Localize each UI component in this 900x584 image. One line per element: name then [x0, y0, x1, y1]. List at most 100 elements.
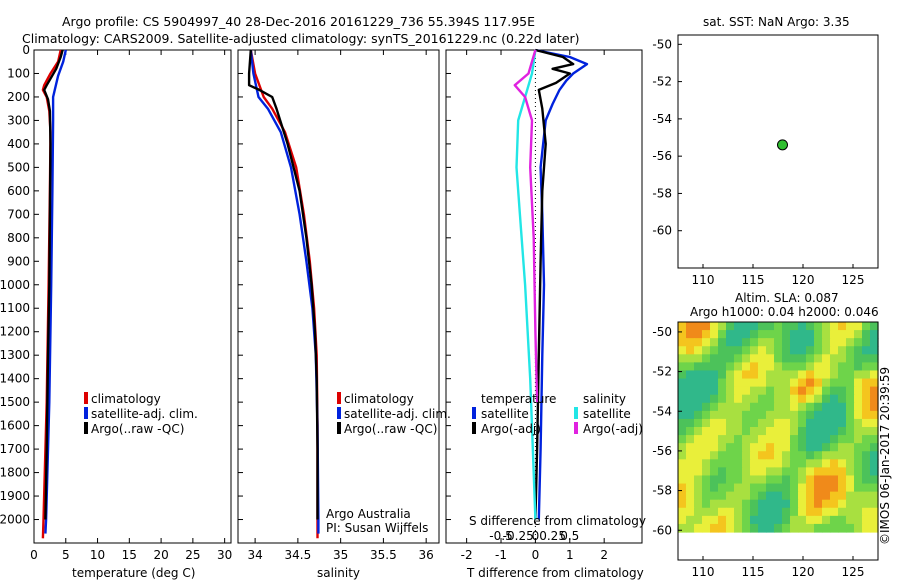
sla-cell [726, 443, 735, 452]
y-tick-label: -58 [652, 484, 672, 498]
sla-cell [830, 338, 839, 347]
y-tick-label: 1500 [0, 395, 30, 409]
sla-cell [814, 507, 823, 517]
sla-cell [822, 507, 831, 517]
sla-cell [854, 499, 863, 509]
sla-cell [742, 402, 751, 412]
sla-cell [806, 370, 815, 380]
sla-cell [726, 515, 735, 525]
sla-cell [830, 467, 839, 477]
sla-cell [782, 338, 791, 347]
sla-cell [742, 475, 751, 485]
sla-cell [830, 435, 839, 444]
x-tick-label: -1 [495, 548, 507, 562]
sla-cell [734, 330, 743, 339]
sla-cell [742, 338, 751, 347]
sla-cell [774, 483, 783, 493]
sla-cell [686, 322, 695, 331]
sla-cell [710, 346, 719, 355]
x-tick-label: 36 [419, 548, 434, 562]
sla-cell [702, 443, 711, 452]
sla-cell [766, 362, 775, 372]
sla-cell [870, 354, 879, 363]
difference-frame [445, 49, 643, 544]
legend-title-salinity: salinity [583, 392, 626, 406]
sla-cell [750, 394, 759, 404]
sla-cell [718, 354, 727, 363]
sla-cell [678, 467, 687, 477]
sla-cell [718, 483, 727, 493]
sla-cell [798, 338, 807, 347]
sla-cell [798, 330, 807, 339]
s-tick-label: 0 [532, 529, 540, 543]
sla-cell [822, 459, 831, 468]
sst-map-frame [677, 34, 879, 269]
sla-cell [854, 523, 863, 533]
series-line-satellite-adj-clim- [249, 49, 320, 534]
salinity-panel: 34 34.5 35 35.5 36 salinity climatology sate… [237, 49, 451, 580]
sla-cell [710, 427, 719, 436]
sla-cell [862, 370, 871, 380]
x-tick-label: 120 [792, 273, 815, 287]
sla-cell [694, 346, 703, 355]
sla-cell [822, 362, 831, 372]
salinity-legend: climatology satellite-adj. clim. Argo(..… [337, 392, 451, 436]
sla-cell [750, 386, 759, 396]
sla-cell [702, 451, 711, 460]
sla-cell [750, 346, 759, 355]
temperature-legend: climatology satellite-adj. clim. Argo(..… [84, 392, 198, 436]
sla-cell [766, 467, 775, 477]
sla-cell [710, 362, 719, 372]
sla-cell [694, 338, 703, 347]
sla-cell [862, 435, 871, 444]
sla-cell [798, 475, 807, 485]
s-tick-label: 0.25 [539, 529, 566, 543]
sla-cell [718, 515, 727, 525]
sla-cell [814, 427, 823, 436]
sla-cell [758, 410, 767, 420]
y-tick-label: 100 [7, 66, 30, 80]
sla-cell [846, 330, 855, 339]
sla-cell [814, 410, 823, 420]
sla-cell [830, 354, 839, 363]
sla-cell [862, 483, 871, 493]
sla-cell [830, 386, 839, 396]
sla-cell [718, 330, 727, 339]
sla-cell [694, 378, 703, 388]
sla-cell [678, 370, 687, 380]
sla-cell [790, 443, 799, 452]
sla-cell [758, 467, 767, 477]
sla-cell [758, 491, 767, 501]
sla-cell [854, 418, 863, 428]
sla-cell [686, 370, 695, 380]
sla-cell [790, 483, 799, 493]
sla-cell [726, 451, 735, 460]
sla-cell [686, 386, 695, 396]
sla-cell [782, 515, 791, 525]
sla-cell [678, 346, 687, 355]
sla-cell [862, 499, 871, 509]
sla-cell [814, 346, 823, 355]
y-tick-label: 400 [7, 137, 30, 151]
sla-cell [742, 330, 751, 339]
sla-cell [862, 346, 871, 355]
sla-cell [862, 523, 871, 533]
sla-cell [702, 394, 711, 404]
sla-cell [790, 410, 799, 420]
sla-cell [806, 338, 815, 347]
sla-cell [726, 402, 735, 412]
sla-cell [750, 483, 759, 493]
sla-cell [726, 322, 735, 331]
sla-cell [806, 475, 815, 485]
sla-cell [830, 394, 839, 404]
sla-cell [830, 346, 839, 355]
y-tick-label: -52 [652, 365, 672, 379]
sla-cell [814, 402, 823, 412]
x-tick-label: 110 [692, 565, 715, 579]
legend-swatch-t-satellite [472, 407, 476, 419]
sla-cell [766, 491, 775, 501]
sla-cell [774, 523, 783, 533]
sla-cell [734, 515, 743, 525]
sla-cell [742, 354, 751, 363]
